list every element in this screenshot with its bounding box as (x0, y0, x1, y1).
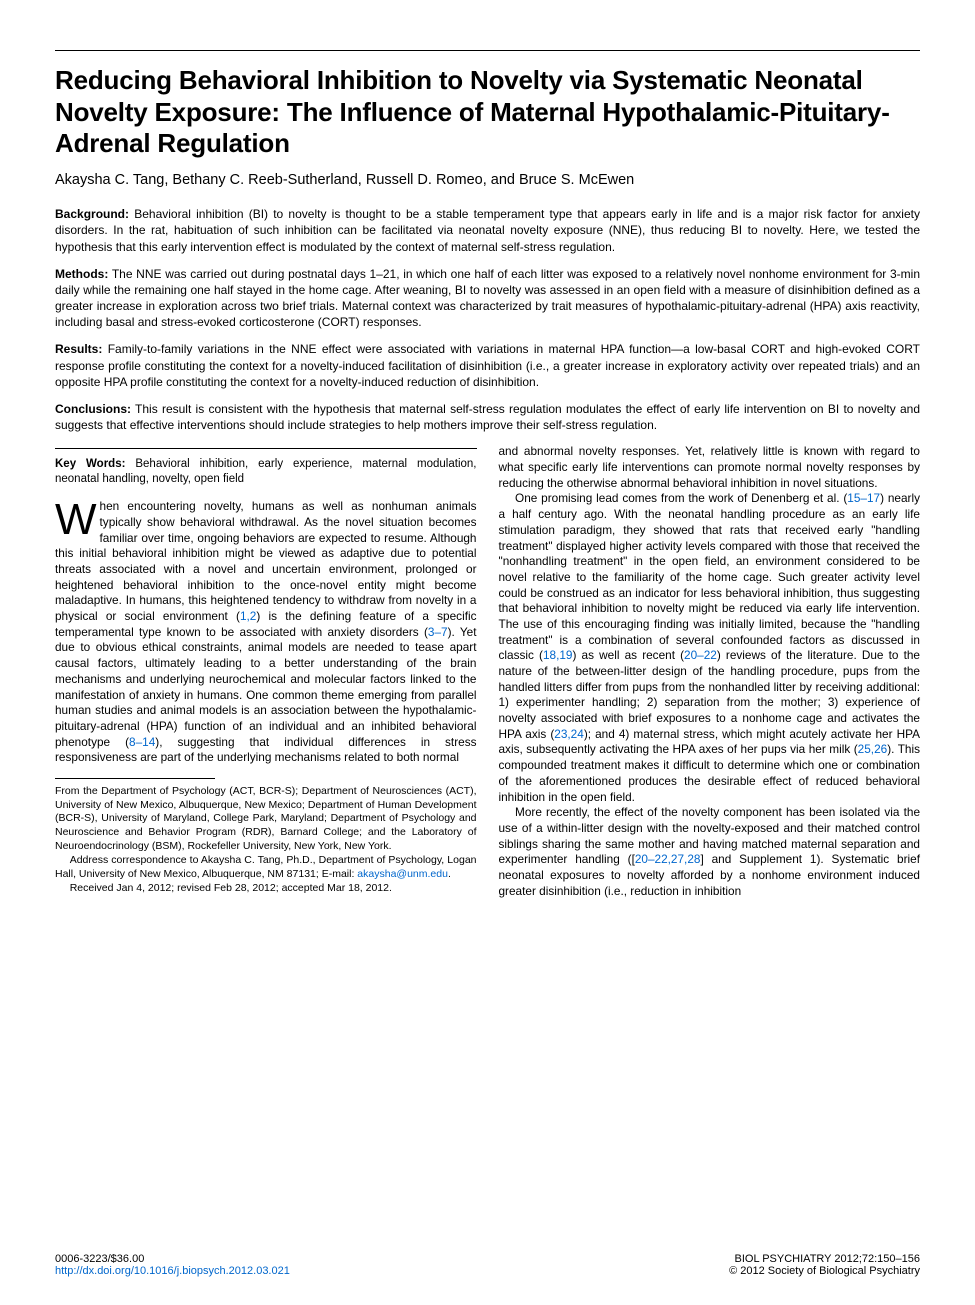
footer-citation: BIOL PSYCHIATRY 2012;72:150–156 (729, 1253, 920, 1265)
results-label: Results: (55, 342, 102, 356)
background-text: Behavioral inhibition (BI) to novelty is… (55, 207, 920, 253)
body-para-r1: and abnormal novelty responses. Yet, rel… (499, 444, 921, 491)
conclusions-text: This result is consistent with the hypot… (55, 402, 920, 432)
footer-issn-price: 0006-3223/$36.00 (55, 1253, 290, 1265)
footnote-rule (55, 778, 215, 779)
body-para-r3: More recently, the effect of the novelty… (499, 805, 921, 899)
r2-a: One promising lead comes from the work o… (515, 491, 847, 505)
right-column: and abnormal novelty responses. Yet, rel… (499, 444, 921, 899)
methods-label: Methods: (55, 267, 108, 281)
footer-doi-link[interactable]: http://dx.doi.org/10.1016/j.biopsych.201… (55, 1265, 290, 1277)
ref-20-22[interactable]: 20–22 (684, 648, 717, 662)
body-para-r2: One promising lead comes from the work o… (499, 491, 921, 805)
ref-15-17[interactable]: 15–17 (847, 491, 880, 505)
correspondence-tail: . (448, 868, 451, 880)
footnotes: From the Department of Psychology (ACT, … (55, 785, 477, 896)
article-title: Reducing Behavioral Inhibition to Novelt… (55, 65, 920, 160)
ref-8-14[interactable]: 8–14 (129, 735, 155, 749)
abstract-background: Background: Behavioral inhibition (BI) t… (55, 206, 920, 255)
abstract: Background: Behavioral inhibition (BI) t… (55, 206, 920, 433)
page-footer: 0006-3223/$36.00 http://dx.doi.org/10.10… (55, 1253, 920, 1277)
abstract-methods: Methods: The NNE was carried out during … (55, 266, 920, 331)
authors-line: Akaysha C. Tang, Bethany C. Reeb-Sutherl… (55, 172, 920, 188)
ref-3-7[interactable]: 3–7 (428, 625, 448, 639)
ref-1-2[interactable]: 1,2 (240, 609, 256, 623)
ref-23-24[interactable]: 23,24 (554, 727, 584, 741)
footer-copyright: © 2012 Society of Biological Psychiatry (729, 1265, 920, 1277)
footnote-dates: Received Jan 4, 2012; revised Feb 28, 20… (55, 882, 477, 896)
conclusions-label: Conclusions: (55, 402, 131, 416)
abstract-results: Results: Family-to-family variations in … (55, 341, 920, 390)
footnote-correspondence: Address correspondence to Akaysha C. Tan… (55, 854, 477, 881)
results-text: Family-to-family variations in the NNE e… (55, 342, 920, 388)
body-columns: Key Words: Behavioral inhibition, early … (55, 444, 920, 899)
left-column: Key Words: Behavioral inhibition, early … (55, 444, 477, 899)
top-rule (55, 50, 920, 51)
abstract-conclusions: Conclusions: This result is consistent w… (55, 401, 920, 433)
keywords: Key Words: Behavioral inhibition, early … (55, 457, 477, 487)
keywords-rule (55, 448, 477, 449)
footnote-affiliation: From the Department of Psychology (ACT, … (55, 785, 477, 853)
dropcap: W (55, 499, 100, 538)
keywords-label: Key Words: (55, 458, 125, 470)
background-label: Background: (55, 207, 129, 221)
correspondence-email[interactable]: akaysha@unm.edu (357, 868, 448, 880)
r2-c: ) as well as recent ( (573, 648, 685, 662)
r2-b: ) nearly a half century ago. With the ne… (499, 491, 921, 662)
footer-right: BIOL PSYCHIATRY 2012;72:150–156 © 2012 S… (729, 1253, 920, 1277)
body-para-1: When encountering novelty, humans as wel… (55, 499, 477, 766)
ref-25-26[interactable]: 25,26 (858, 742, 888, 756)
ref-20-28[interactable]: 20–22,27,28 (635, 852, 701, 866)
methods-text: The NNE was carried out during postnatal… (55, 267, 920, 330)
ref-18-19[interactable]: 18,19 (543, 648, 573, 662)
footer-left: 0006-3223/$36.00 http://dx.doi.org/10.10… (55, 1253, 290, 1277)
